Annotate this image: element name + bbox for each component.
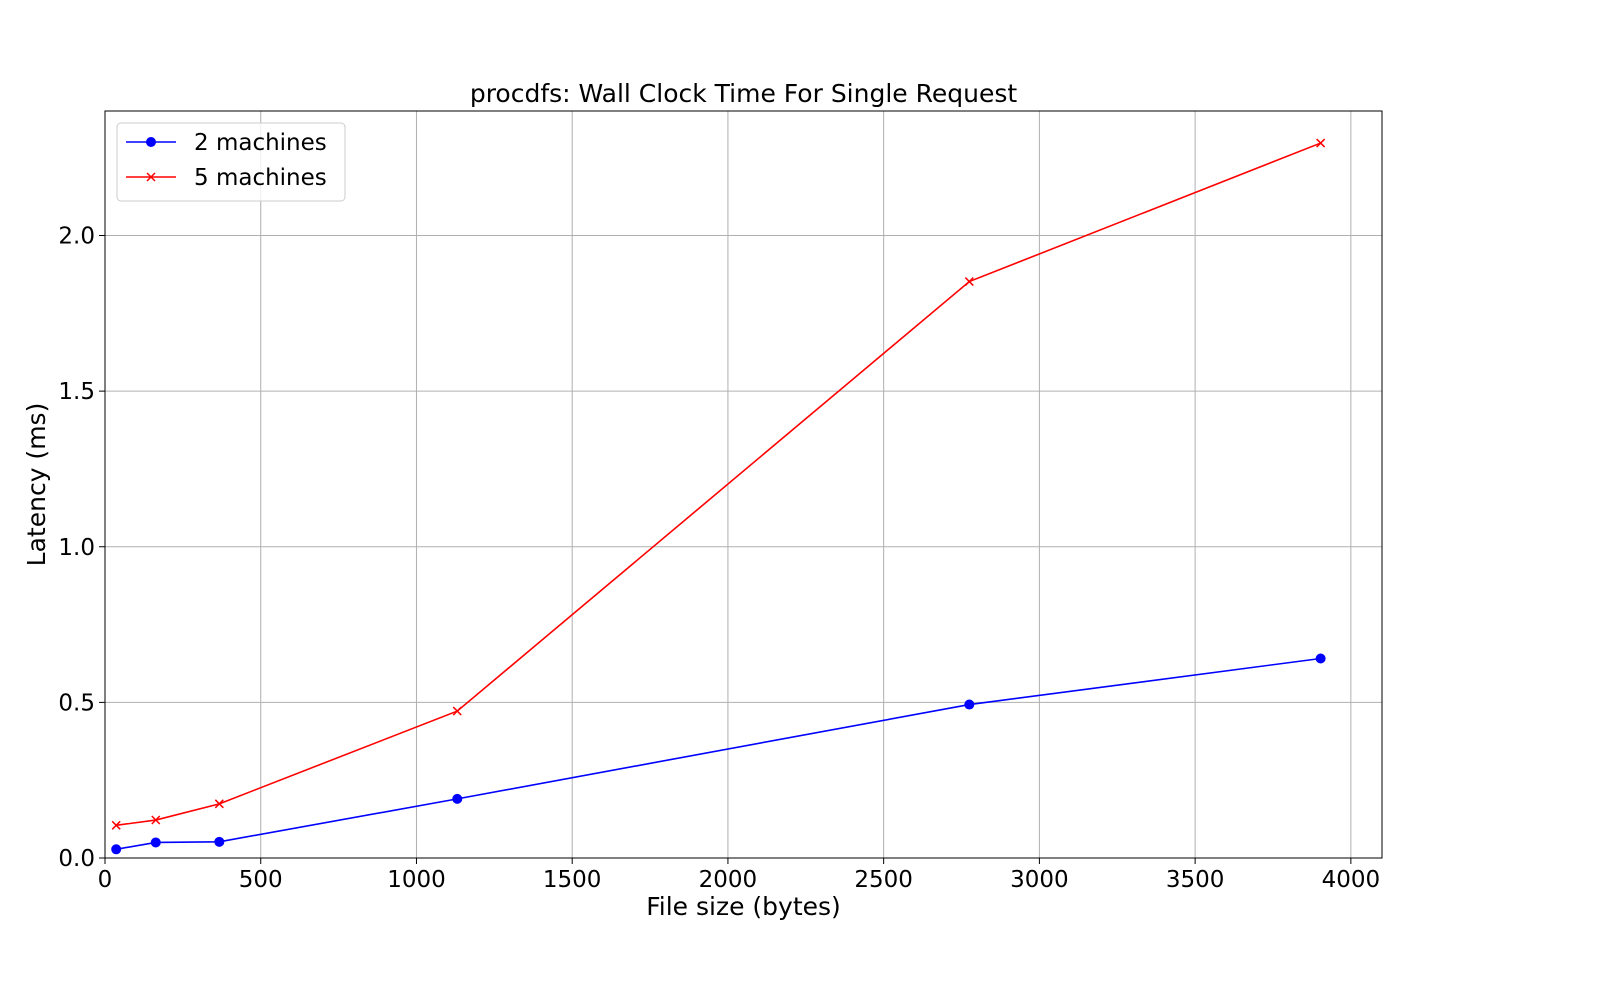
data-point xyxy=(1315,653,1326,664)
series-1 xyxy=(111,653,1326,855)
series-layer xyxy=(111,138,1326,855)
series-line xyxy=(116,657,1321,851)
legend-item: 2 machines xyxy=(126,130,327,156)
data-point xyxy=(111,844,122,855)
series-line xyxy=(116,142,1321,827)
data-point xyxy=(964,277,974,287)
x-tick-label: 1000 xyxy=(387,867,446,893)
x-tick-label: 4000 xyxy=(1322,867,1381,893)
y-tick-label: 1.5 xyxy=(58,379,95,405)
data-point xyxy=(214,799,224,809)
x-tick-label: 3500 xyxy=(1166,867,1225,893)
x-axis-label: File size (bytes) xyxy=(646,892,841,921)
plot-frame xyxy=(104,110,1383,859)
data-point xyxy=(111,820,121,830)
legend-label: 2 machines xyxy=(194,130,327,156)
legend-label: 5 machines xyxy=(194,165,327,191)
y-axis-label: Latency (ms) xyxy=(22,403,51,567)
y-tick-label: 0.5 xyxy=(58,690,95,716)
data-point xyxy=(452,706,462,716)
x-tick-label: 2500 xyxy=(854,867,913,893)
x-tick-label: 2000 xyxy=(699,867,758,893)
x-tick-label: 500 xyxy=(239,867,283,893)
x-tick-label: 0 xyxy=(98,867,113,893)
data-point xyxy=(151,815,161,825)
data-point xyxy=(214,836,225,847)
axis-ticks: 0 500 1000 1500 2000 2500 3000 3500 4000 0.0 0.5 1.… xyxy=(58,224,1380,894)
legend-item: 5 machines xyxy=(126,165,327,191)
legend-marker xyxy=(146,172,156,182)
legend: 2 machines 5 machines xyxy=(116,122,346,202)
data-point xyxy=(964,699,975,710)
chart-title: procdfs: Wall Clock Time For Single Requ… xyxy=(470,79,1018,108)
data-point xyxy=(1316,138,1326,148)
x-tick-label: 3000 xyxy=(1010,867,1069,893)
y-tick-label: 2.0 xyxy=(58,224,95,250)
data-point xyxy=(150,837,161,848)
x-tick-label: 1500 xyxy=(543,867,602,893)
legend-marker xyxy=(146,137,156,147)
y-tick-label: 0.0 xyxy=(58,846,95,872)
series-2 xyxy=(111,138,1326,830)
data-point xyxy=(452,793,463,804)
y-tick-label: 1.0 xyxy=(58,535,95,561)
